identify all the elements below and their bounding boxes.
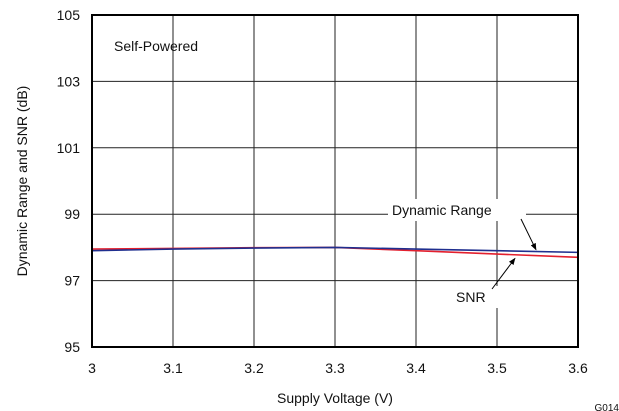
tick-labels: 3 3.1 3.2 3.3 3.4 3.5 3.6 95 97 99 101 103 105 bbox=[57, 7, 588, 376]
y-axis-label: Dynamic Range and SNR (dB) bbox=[14, 86, 30, 277]
x-tick-label: 3.1 bbox=[163, 360, 183, 376]
x-tick-label: 3.4 bbox=[406, 360, 426, 376]
series-lines bbox=[91, 246, 579, 259]
x-axis-label: Supply Voltage (V) bbox=[277, 390, 393, 406]
y-tick-label: 99 bbox=[64, 206, 80, 222]
grid bbox=[91, 14, 579, 348]
y-tick-label: 103 bbox=[57, 73, 81, 89]
snr-label-bg bbox=[452, 286, 498, 308]
self-powered-annotation: Self-Powered bbox=[114, 38, 198, 54]
dynamic-range-arrow bbox=[520, 218, 537, 251]
snr-arrow bbox=[491, 257, 516, 290]
x-tick-label: 3.3 bbox=[325, 360, 345, 376]
figure-code: G014 bbox=[595, 403, 619, 411]
y-tick-label: 105 bbox=[57, 7, 81, 23]
snr-callout: SNR bbox=[456, 289, 486, 305]
series-callouts: Dynamic Range SNR bbox=[388, 199, 537, 308]
x-tick-label: 3.5 bbox=[487, 360, 507, 376]
plot-frame bbox=[91, 14, 579, 348]
x-tick-label: 3.6 bbox=[568, 360, 588, 376]
dynamic-range-callout: Dynamic Range bbox=[392, 202, 492, 218]
x-tick-label: 3.2 bbox=[244, 360, 264, 376]
y-tick-label: 95 bbox=[64, 339, 80, 355]
y-tick-label: 101 bbox=[57, 140, 81, 156]
dynamic-range-label-bg bbox=[388, 199, 526, 221]
y-tick-label: 97 bbox=[64, 273, 80, 289]
series-line-dynamic-range bbox=[91, 246, 579, 254]
x-tick-label: 3 bbox=[88, 360, 96, 376]
